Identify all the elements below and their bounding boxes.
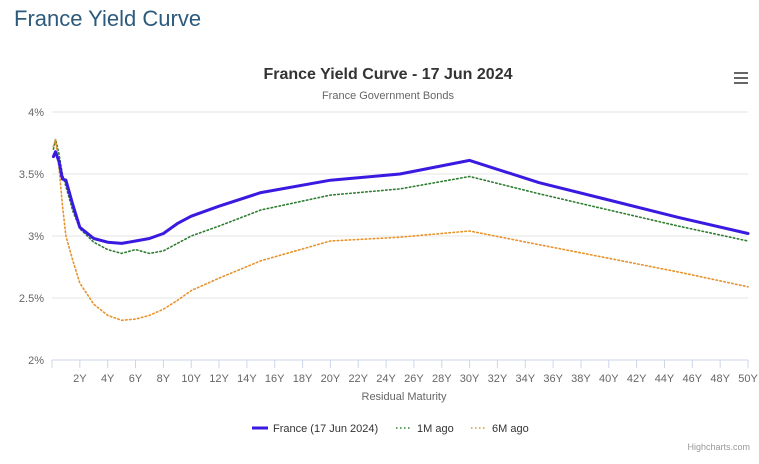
legend-item-1m-ago[interactable]: 1M ago	[396, 423, 454, 435]
x-tick-label: 40Y	[599, 373, 619, 385]
x-tick-label: 8Y	[157, 373, 171, 385]
x-tick-label: 32Y	[488, 373, 508, 385]
x-tick-label: 10Y	[181, 373, 201, 385]
hamburger-menu-icon[interactable]	[730, 68, 752, 88]
x-tick-label: 38Y	[571, 373, 591, 385]
x-tick-label: 48Y	[710, 373, 730, 385]
x-axis-title: Residual Maturity	[362, 391, 447, 403]
x-tick-label: 16Y	[265, 373, 285, 385]
y-tick-label: 4%	[28, 107, 44, 119]
y-tick-label: 3.5%	[19, 169, 44, 181]
legend: France (17 Jun 2024) 1M ago 6M ago	[252, 423, 529, 435]
series-lines	[51, 138, 750, 322]
x-tick-label: 44Y	[655, 373, 675, 385]
chart-title: France Yield Curve - 17 Jun 2024	[263, 66, 512, 83]
series-line-france[interactable]	[51, 150, 750, 245]
chart-subtitle: France Government Bonds	[322, 90, 455, 102]
x-tick-label: 36Y	[543, 373, 563, 385]
y-tick-label: 2.5%	[19, 293, 44, 305]
x-tick-label: 34Y	[515, 373, 535, 385]
chart-container: France Yield Curve - 17 Jun 2024 France …	[0, 48, 759, 459]
y-axis: 2% 2.5% 3% 3.5% 4%	[19, 107, 44, 367]
legend-label: France (17 Jun 2024)	[273, 423, 378, 435]
x-tick-label: 12Y	[209, 373, 229, 385]
x-tick-label: 4Y	[101, 373, 115, 385]
series-line-1m-ago[interactable]	[52, 138, 749, 255]
x-tick-label: 46Y	[683, 373, 703, 385]
x-tick-label: 20Y	[321, 373, 341, 385]
credits-link[interactable]: Highcharts.com	[687, 442, 750, 452]
y-tick-label: 2%	[28, 355, 44, 367]
y-tick-label: 3%	[28, 231, 44, 243]
legend-item-france[interactable]: France (17 Jun 2024)	[252, 423, 378, 435]
yield-curve-chart: France Yield Curve - 17 Jun 2024 France …	[19, 66, 759, 452]
x-tick-label: 14Y	[237, 373, 257, 385]
series-line-6m-ago[interactable]	[52, 138, 749, 322]
x-tick-label: 22Y	[348, 373, 368, 385]
x-tick-label: 26Y	[404, 373, 424, 385]
x-axis: 2Y 4Y 6Y 8Y 10Y 12Y 14Y 16Y 18Y 20Y 22Y 24Y 26Y 28Y 30…	[51, 359, 758, 385]
x-tick-label: 24Y	[376, 373, 396, 385]
legend-item-6m-ago[interactable]: 6M ago	[471, 423, 529, 435]
x-tick-label: 6Y	[129, 373, 143, 385]
x-tick-label: 50Y	[738, 373, 758, 385]
x-tick-label: 28Y	[432, 373, 452, 385]
page-title: France Yield Curve	[14, 6, 202, 31]
x-tick-label: 42Y	[627, 373, 647, 385]
legend-label: 6M ago	[492, 423, 529, 435]
x-tick-label: 30Y	[460, 373, 480, 385]
legend-label: 1M ago	[417, 423, 454, 435]
x-tick-label: 2Y	[73, 373, 87, 385]
x-tick-label: 18Y	[293, 373, 313, 385]
